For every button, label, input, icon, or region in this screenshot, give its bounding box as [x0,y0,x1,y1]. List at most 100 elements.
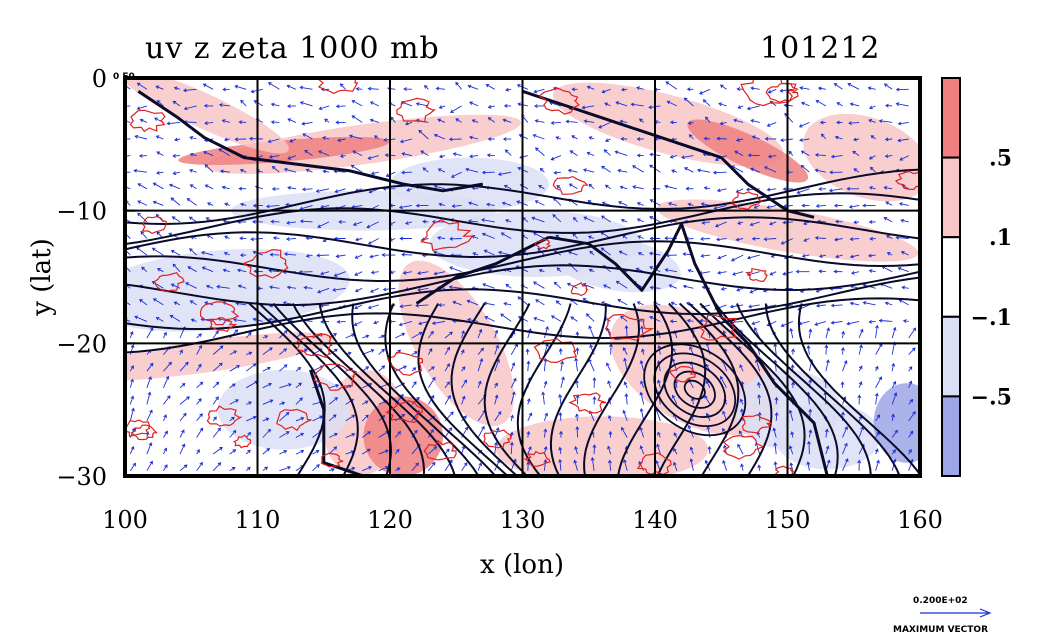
wind-vector [322,136,330,140]
wind-vector [381,253,396,257]
wind-vector [133,168,147,173]
wind-vector [734,150,744,156]
vorticity-patch [125,78,289,154]
wind-vector [543,325,549,339]
wind-vector [239,236,247,241]
wind-vector [783,103,793,108]
wind-vector [900,250,909,256]
wind-vector [287,185,296,190]
colorbar-bin [941,395,961,477]
wind-vector [688,134,694,140]
wind-vector [571,87,578,92]
wind-vector [369,118,379,123]
wind-vector [716,237,727,242]
wind-vector [229,467,236,472]
wind-vector [567,250,578,256]
wind-vector [317,221,330,228]
wind-vector [361,414,369,422]
wind-vector [830,154,843,159]
wind-vector [137,200,148,206]
wind-vector [534,119,545,123]
wind-vector [422,167,429,173]
wind-vector [502,118,512,123]
wind-vector [656,443,661,455]
wind-vector [212,396,219,405]
wind-vector [503,103,512,108]
height-contour [656,302,707,476]
vorticity-contour [745,268,769,283]
wind-vector [636,301,644,306]
wind-vector [717,270,727,275]
wind-vector [553,170,561,175]
wind-vector [632,165,644,173]
wind-vector [636,218,644,223]
wind-vector [279,411,290,422]
wind-vector [588,183,595,190]
wind-vector [746,254,760,260]
wind-vector [222,268,230,273]
wind-vector [350,164,363,173]
wind-vector [469,154,479,159]
wind-vector [219,169,230,174]
wind-vector [482,283,495,289]
wind-vector [875,414,881,422]
wind-vector [798,121,810,128]
wind-vector [510,441,514,455]
wind-vector [438,303,446,307]
wind-vector [575,413,579,421]
wind-vector [558,393,563,405]
wind-vector [185,282,197,289]
wind-vector [399,304,412,309]
vorticity-contour [483,429,512,449]
wind-vector [718,102,727,107]
wind-vector [848,204,860,209]
wind-vector [415,102,429,107]
vorticity-contour [276,408,312,432]
wind-vector [852,150,860,156]
wind-vector [908,347,916,355]
wind-vector [189,152,197,157]
vorticity-contour [534,238,552,250]
wind-vector [617,168,628,173]
wind-vector [841,330,846,339]
wind-vector [636,202,644,206]
wind-vector [373,320,379,325]
vorticity-contour [129,109,166,133]
wind-vector [719,121,727,126]
wind-vector [751,320,760,326]
wind-vector [468,219,479,224]
wind-vector [262,335,269,339]
wind-vector [450,105,462,113]
wind-vector [486,202,495,207]
wind-vector [322,169,330,174]
wind-vector [898,202,909,206]
wind-vector [212,362,223,372]
wind-vector [891,326,897,339]
wind-vector [240,99,247,107]
wind-vector [204,184,214,190]
wind-vector [172,263,181,273]
wind-vector [639,391,645,405]
height-contour [583,303,641,476]
wind-vector [428,446,438,455]
wind-vector [750,86,760,91]
wind-vector [869,166,876,173]
wind-vector [146,391,152,405]
wind-vector [550,315,562,322]
y-axis-ticks: 0 −10 −20 −30 [56,65,135,491]
wind-vector [162,375,170,388]
wind-vector [720,286,727,291]
wind-vector [152,298,164,306]
wind-vector [129,395,135,405]
wind-vector [287,118,297,123]
wind-vector [202,83,214,90]
wind-vector [830,320,843,325]
wind-vector [411,462,419,471]
wind-vector [401,170,412,175]
wind-vector [638,118,644,123]
wind-vector [766,121,777,127]
x-axis-label: x (lon) [480,550,564,580]
wind-vector [265,204,280,209]
height-contour [736,303,872,476]
x-tick-label: 120 [367,506,413,534]
